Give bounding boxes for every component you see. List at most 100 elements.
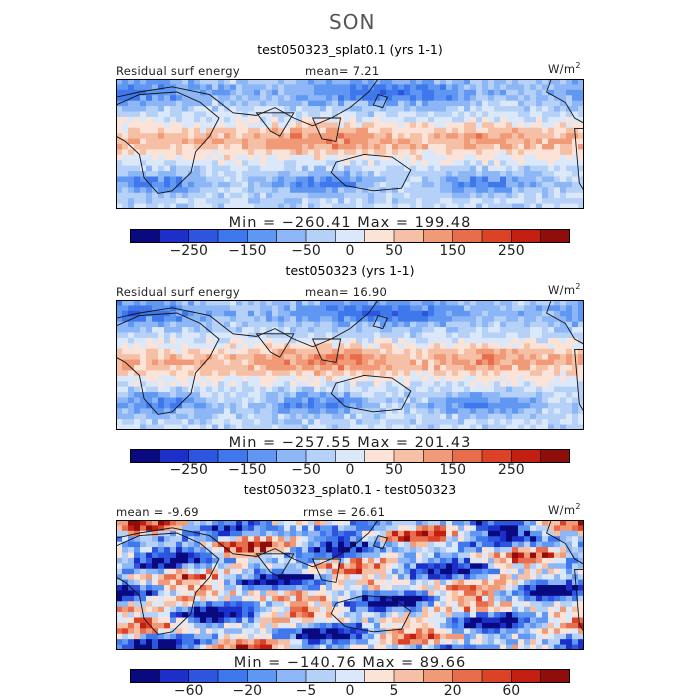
field-cell	[392, 574, 399, 581]
field-cell	[452, 365, 459, 372]
field-cell	[494, 381, 501, 388]
field-cell	[164, 332, 171, 339]
field-cell	[398, 557, 405, 564]
field-cell	[170, 316, 177, 323]
field-cell	[578, 552, 584, 559]
field-cell	[494, 579, 501, 586]
field-cell	[542, 392, 549, 399]
field-cell	[116, 305, 123, 312]
field-cell	[332, 348, 339, 355]
field-cell	[500, 316, 507, 323]
field-cell	[200, 111, 207, 118]
field-cell	[374, 392, 381, 399]
field-cell	[272, 563, 279, 570]
field-cell	[290, 595, 297, 602]
field-cell	[488, 84, 495, 91]
field-cell	[206, 300, 213, 307]
field-cell	[272, 525, 279, 532]
field-cell	[116, 343, 123, 350]
field-cell	[530, 375, 537, 382]
field-cell	[578, 419, 584, 426]
field-cell	[290, 95, 297, 102]
field-cell	[338, 89, 345, 96]
field-cell	[164, 413, 171, 420]
field-cell	[470, 397, 477, 404]
field-cell	[554, 133, 561, 140]
field-cell	[458, 154, 465, 161]
field-cell	[158, 579, 165, 586]
field-cell	[140, 154, 147, 161]
field-cell	[350, 95, 357, 102]
field-cell	[176, 198, 183, 205]
field-cell	[284, 386, 291, 393]
field-cell	[314, 574, 321, 581]
field-cell	[236, 375, 243, 382]
field-cell	[302, 79, 309, 86]
field-cell	[362, 332, 369, 339]
field-cell	[542, 127, 549, 134]
field-cell	[374, 332, 381, 339]
field-cell	[206, 381, 213, 388]
field-cell	[152, 375, 159, 382]
field-cell	[158, 557, 165, 564]
field-cell	[320, 127, 327, 134]
field-cell	[122, 310, 129, 317]
field-cell	[440, 386, 447, 393]
field-cell	[170, 343, 177, 350]
field-cell	[356, 574, 363, 581]
field-cell	[320, 595, 327, 602]
field-cell	[200, 332, 207, 339]
field-cell	[530, 203, 537, 209]
field-cell	[128, 300, 135, 307]
field-cell	[146, 198, 153, 205]
field-cell	[542, 563, 549, 570]
field-cell	[464, 316, 471, 323]
field-cell	[380, 590, 387, 597]
field-cell	[236, 327, 243, 334]
field-cell	[260, 187, 267, 194]
field-cell	[458, 552, 465, 559]
field-cell	[152, 316, 159, 323]
field-cell	[212, 149, 219, 156]
coastline	[116, 300, 379, 348]
field-cell	[482, 397, 489, 404]
field-cell	[176, 392, 183, 399]
field-cell	[536, 419, 543, 426]
field-cell	[302, 300, 309, 307]
field-cell	[458, 187, 465, 194]
field-cell	[386, 89, 393, 96]
field-cell	[302, 552, 309, 559]
field-cell	[566, 424, 573, 430]
field-cell	[344, 552, 351, 559]
field-cell	[176, 419, 183, 426]
field-cell	[560, 563, 567, 570]
field-cell	[350, 160, 357, 167]
field-cell	[260, 530, 267, 537]
field-cell	[500, 332, 507, 339]
field-cell	[368, 138, 375, 145]
field-cell	[356, 181, 363, 188]
field-cell	[554, 386, 561, 393]
field-cell	[116, 95, 123, 102]
field-cell	[416, 354, 423, 361]
field-cell	[356, 354, 363, 361]
field-cell	[146, 133, 153, 140]
field-cell	[500, 321, 507, 328]
field-cell	[458, 520, 465, 527]
field-cell	[158, 84, 165, 91]
field-cell	[356, 310, 363, 317]
panel-title: test050323_splat0.1 (yrs 1-1)	[257, 42, 443, 57]
field-cell	[164, 79, 171, 86]
field-cell	[302, 375, 309, 382]
field-cell	[200, 547, 207, 554]
field-cell	[494, 370, 501, 377]
field-cell	[212, 305, 219, 312]
field-cell	[134, 116, 141, 123]
field-cell	[158, 354, 165, 361]
field-cell	[374, 397, 381, 404]
field-cell	[170, 520, 177, 527]
field-cell	[344, 574, 351, 581]
field-cell	[200, 165, 207, 172]
field-cell	[266, 192, 273, 199]
field-cell	[572, 520, 579, 527]
